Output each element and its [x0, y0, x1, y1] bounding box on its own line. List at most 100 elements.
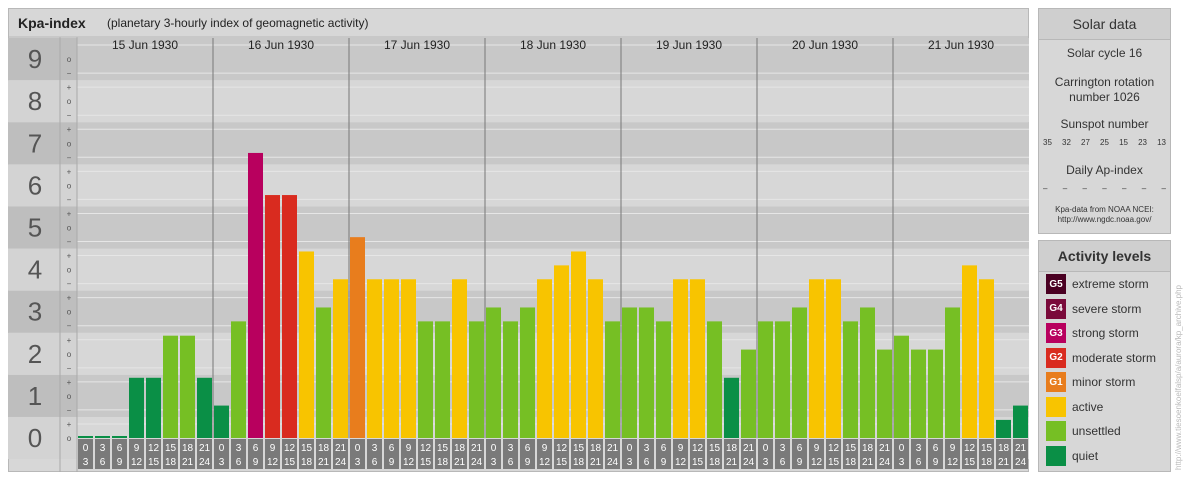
- hour-box: [554, 439, 569, 469]
- hour-start-label: 6: [253, 443, 259, 454]
- hour-box: [860, 439, 875, 469]
- hour-end-label: 24: [199, 457, 211, 468]
- y-tick-label: 0: [28, 423, 42, 453]
- hour-end-label: 18: [981, 457, 993, 468]
- hour-end-label: 18: [437, 457, 449, 468]
- hour-start-label: 3: [100, 443, 106, 454]
- kp-bar: [809, 279, 824, 438]
- kp-bar: [78, 436, 93, 438]
- hour-start-label: 15: [981, 443, 993, 454]
- data-source-line2: http://www.ngdc.noaa.gov/: [1057, 215, 1152, 224]
- y-minor-label: −: [67, 153, 72, 162]
- ap-value: –: [1082, 184, 1087, 193]
- hour-start-label: 3: [780, 443, 786, 454]
- hour-box: [469, 439, 484, 469]
- kp-bar: [962, 265, 977, 438]
- hour-start-label: 6: [525, 443, 531, 454]
- y-band-left: [8, 374, 77, 417]
- hour-end-label: 3: [83, 457, 89, 468]
- hour-start-label: 18: [862, 443, 874, 454]
- hour-start-label: 0: [219, 443, 225, 454]
- hour-end-label: 15: [692, 457, 704, 468]
- y-minor-label: o: [67, 308, 72, 317]
- y-minor-label: +: [67, 83, 72, 92]
- day-label: 16 Jun 1930: [248, 38, 314, 52]
- kp-bar: [469, 321, 484, 438]
- hour-end-label: 3: [899, 457, 905, 468]
- hour-end-label: 15: [284, 457, 296, 468]
- hour-box: [78, 439, 93, 469]
- hour-box: [724, 439, 739, 469]
- y-band-left: [8, 416, 77, 460]
- hour-start-label: 3: [644, 443, 650, 454]
- activity-level-row: G5 extreme storm: [1046, 274, 1149, 294]
- solar-cycle: Solar cycle 16: [1066, 46, 1143, 60]
- kp-bar: [248, 152, 263, 438]
- kp-bar: [622, 307, 637, 438]
- y-band: [77, 290, 1029, 333]
- y-minor-label: +: [67, 167, 72, 176]
- y-band: [77, 122, 1029, 165]
- hour-end-label: 12: [267, 457, 279, 468]
- hour-end-label: 24: [335, 457, 347, 468]
- hour-end-label: 21: [182, 457, 194, 468]
- hour-box: [673, 439, 688, 469]
- hour-start-label: 9: [678, 443, 684, 454]
- hour-box: [877, 439, 892, 469]
- activity-level-swatch: [1046, 421, 1066, 441]
- kp-bar: [401, 279, 416, 438]
- hour-box: [928, 439, 943, 469]
- hour-end-label: 12: [947, 457, 959, 468]
- hour-end-label: 15: [828, 457, 840, 468]
- hour-start-label: 21: [335, 443, 347, 454]
- hour-start-label: 12: [692, 443, 704, 454]
- hour-start-label: 21: [471, 443, 483, 454]
- hour-box: [520, 439, 535, 469]
- y-minor-label: −: [67, 322, 72, 331]
- hour-end-label: 6: [780, 457, 786, 468]
- hour-end-label: 21: [726, 457, 738, 468]
- ap-title: Daily Ap-index: [1066, 163, 1143, 177]
- y-band: [77, 164, 1029, 207]
- y-band-left: [8, 290, 77, 333]
- y-minor-label: o: [67, 223, 72, 232]
- hour-box: [1013, 439, 1028, 469]
- kp-bar: [554, 265, 569, 438]
- activity-level-row: active: [1046, 396, 1103, 417]
- hour-box: [248, 439, 263, 469]
- kp-bar: [792, 307, 807, 438]
- y-minor-label: +: [67, 336, 72, 345]
- hour-box: [911, 439, 926, 469]
- hour-end-label: 9: [933, 457, 939, 468]
- hour-box: [605, 439, 620, 469]
- kp-bar: [214, 405, 229, 438]
- ap-value: –: [1102, 184, 1107, 193]
- day-label: 17 Jun 1930: [384, 38, 450, 52]
- hour-box: [656, 439, 671, 469]
- activity-levels-panel: Activity levels G5 extreme storm G4 severe …: [1038, 240, 1171, 472]
- hour-start-label: 12: [420, 443, 432, 454]
- kp-bar: [112, 436, 127, 438]
- activity-level-row: unsettled: [1046, 421, 1121, 441]
- kp-bar: [231, 321, 246, 438]
- y-minor-label: o: [67, 181, 72, 190]
- hour-end-label: 9: [797, 457, 803, 468]
- kp-bar: [1013, 405, 1028, 438]
- hour-start-label: 18: [590, 443, 602, 454]
- sunspot-value: 35: [1043, 138, 1052, 147]
- hour-end-label: 21: [998, 457, 1010, 468]
- hour-start-label: 3: [508, 443, 514, 454]
- hour-start-label: 9: [270, 443, 276, 454]
- hour-box: [95, 439, 110, 469]
- hour-start-label: 12: [284, 443, 296, 454]
- hour-box: [401, 439, 416, 469]
- hour-start-label: 12: [828, 443, 840, 454]
- kp-bar: [197, 377, 212, 438]
- kp-bar: [316, 307, 331, 438]
- hour-start-label: 3: [236, 443, 242, 454]
- activity-level-row: G3 strong storm: [1046, 323, 1139, 343]
- day-label: 15 Jun 1930: [112, 38, 178, 52]
- hour-end-label: 6: [372, 457, 378, 468]
- sunspot-value: 25: [1100, 138, 1109, 147]
- y-band-left: [8, 164, 77, 207]
